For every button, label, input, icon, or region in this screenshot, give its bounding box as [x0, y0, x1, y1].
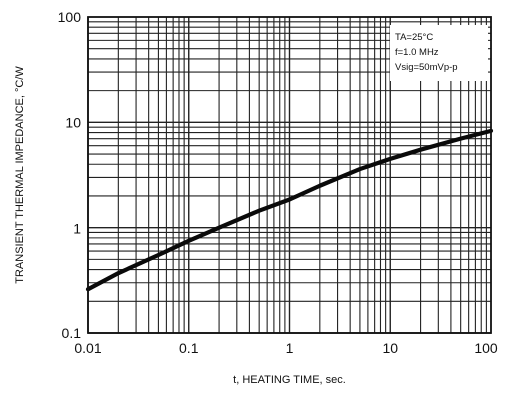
y-tick-label: 0.1	[62, 325, 82, 341]
tick-labels: 0.01 0.1 1 10 100 0.1 1 10 100	[58, 9, 498, 356]
x-tick-label: 1	[286, 340, 294, 356]
y-tick-label: 100	[58, 9, 82, 25]
annotation-background	[390, 25, 488, 81]
y-tick-label: 1	[73, 220, 81, 236]
x-tick-label: 10	[382, 340, 398, 356]
y-axis-title: TRANSIENT THERMAL IMPEDANCE, °C/W	[14, 66, 26, 284]
x-tick-label: 0.1	[179, 340, 199, 356]
plot-frame	[87, 16, 492, 334]
x-axis-title: t, HEATING TIME, sec.	[233, 374, 346, 386]
x-tick-label: 0.01	[74, 340, 101, 356]
series-line-0	[85, 128, 494, 292]
annotation-line-2: f=1.0 MHz	[395, 47, 439, 58]
y-tick-label: 10	[65, 115, 81, 131]
annotation-line-1: TA=25°C	[395, 32, 433, 43]
annotation-box: TA=25°C f=1.0 MHz Vsig=50mVp-p	[390, 25, 488, 81]
grid-lines	[87, 17, 491, 334]
x-tick-label: 100	[474, 340, 498, 356]
annotation-line-3: Vsig=50mVp-p	[395, 62, 458, 73]
series-layer	[85, 128, 494, 292]
